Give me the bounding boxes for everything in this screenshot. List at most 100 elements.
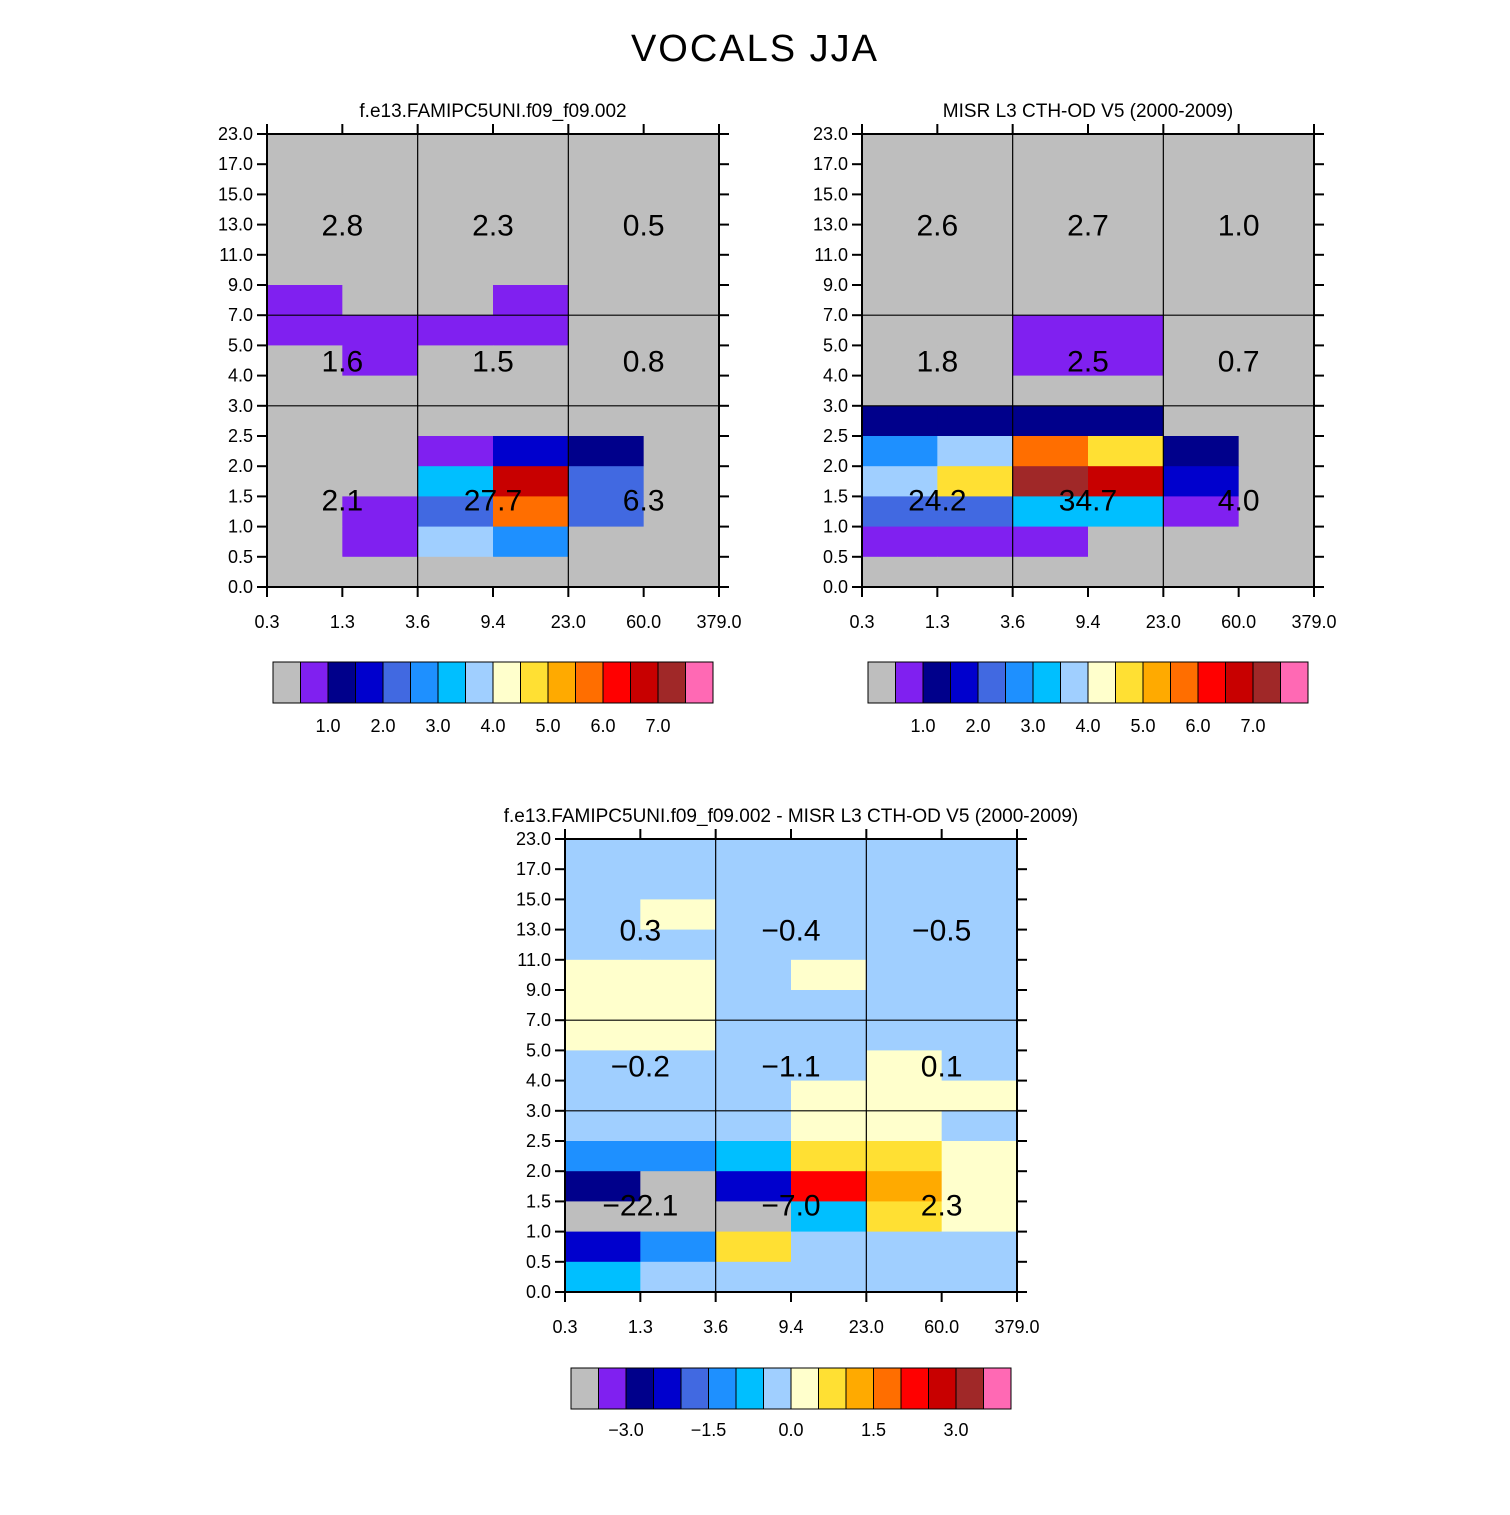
colorbar-swatch — [680, 1367, 709, 1410]
y-tick-label: 4.0 — [823, 366, 848, 386]
y-tick-label: 7.0 — [823, 305, 848, 325]
colorbar-label: −3.0 — [608, 1420, 644, 1440]
heatmap-cell — [640, 1261, 717, 1293]
heatmap-cell — [493, 254, 569, 286]
heatmap-cell — [791, 1020, 867, 1051]
heatmap-cell — [1088, 375, 1164, 407]
colorbar-swatch — [1197, 661, 1226, 704]
heatmap-cell — [937, 315, 1014, 346]
heatmap-cell — [866, 869, 943, 900]
heatmap-cell — [1238, 285, 1315, 316]
heatmap-cell — [1088, 285, 1164, 316]
heatmap-cell — [643, 315, 720, 346]
heatmap-cell — [1238, 526, 1315, 558]
heatmap-cell — [1088, 496, 1164, 528]
colorbar-swatch — [492, 661, 521, 704]
y-tick-label: 13.0 — [516, 920, 551, 940]
heatmap-cell — [1088, 466, 1164, 497]
y-tick-label: 0.0 — [823, 577, 848, 597]
heatmap-cell — [1238, 405, 1315, 437]
heatmap-cell — [640, 1201, 717, 1233]
heatmap-cell — [1088, 224, 1164, 256]
heatmap-panel-3: f.e13.FAMIPC5UNI.f09_f09.002 - MISR L3 C… — [504, 806, 1078, 1440]
heatmap-cell — [417, 254, 494, 286]
colorbar-swatch — [1252, 661, 1281, 704]
heatmap-cell — [937, 436, 1014, 467]
heatmap-cell — [565, 1020, 641, 1051]
heatmap-cell — [417, 405, 494, 437]
y-tick-label: 2.5 — [823, 426, 848, 446]
heatmap-cell — [342, 556, 419, 588]
heatmap-cell — [342, 496, 419, 528]
heatmap-cell — [862, 285, 938, 316]
figure-title: VOCALS JJA — [630, 28, 880, 70]
heatmap-cell — [941, 929, 1018, 961]
heatmap-cell — [866, 1171, 943, 1202]
heatmap-cell — [565, 839, 641, 870]
y-tick-label: 4.0 — [526, 1071, 551, 1091]
heatmap-cell — [941, 1080, 1018, 1112]
heatmap-cell — [493, 345, 569, 377]
heatmap-cell — [493, 526, 569, 558]
y-tick-label: 1.5 — [823, 486, 848, 506]
heatmap-cell — [417, 496, 494, 528]
heatmap-cell — [568, 315, 645, 346]
heatmap-cell — [937, 405, 1014, 437]
heatmap-cell — [862, 254, 938, 286]
heatmap-cell — [937, 134, 1014, 165]
heatmap-cell — [643, 254, 720, 286]
heatmap-cell — [791, 1201, 867, 1233]
colorbar-swatch — [708, 1367, 737, 1410]
colorbar-swatch — [845, 1367, 874, 1410]
heatmap-cell — [568, 375, 645, 407]
heatmap-cell — [643, 526, 720, 558]
y-tick-label: 13.0 — [813, 215, 848, 235]
heatmap-cell — [493, 405, 569, 437]
heatmap-cell — [640, 1080, 717, 1112]
heatmap-cell — [1088, 436, 1164, 467]
region-total-label: −0.2 — [611, 1051, 670, 1084]
panel-title: f.e13.FAMIPC5UNI.f09_f09.002 - MISR L3 C… — [504, 806, 1078, 827]
heatmap-cell — [866, 1231, 943, 1263]
heatmap-cell — [417, 466, 494, 497]
heatmap-cell — [937, 254, 1014, 286]
colorbar-swatch — [763, 1367, 792, 1410]
panel-title: MISR L3 CTH-OD V5 (2000-2009) — [943, 101, 1233, 122]
y-tick-label: 9.0 — [228, 275, 253, 295]
y-tick-label: 5.0 — [526, 1040, 551, 1060]
heatmap-cell — [267, 526, 343, 558]
heatmap-cell — [1012, 526, 1089, 558]
colorbar-swatch — [625, 1367, 654, 1410]
heatmap-cell — [791, 929, 867, 961]
y-tick-label: 4.0 — [228, 366, 253, 386]
colorbar-label: 5.0 — [1130, 716, 1155, 736]
colorbar-swatch — [790, 1367, 819, 1410]
heatmap-cell — [862, 466, 938, 497]
heatmap-cell — [267, 254, 343, 286]
colorbar-swatch — [1280, 661, 1309, 704]
x-tick-label: 23.0 — [849, 1317, 884, 1337]
y-tick-label: 15.0 — [218, 184, 253, 204]
heatmap-cell — [643, 194, 720, 226]
heatmap-cell — [1163, 164, 1240, 195]
heatmap-cell — [1238, 466, 1315, 497]
colorbar-swatch — [598, 1367, 627, 1410]
heatmap-cell — [715, 1171, 792, 1202]
heatmap-cell — [791, 1080, 867, 1112]
x-tick-label: 23.0 — [551, 612, 586, 632]
x-tick-label: 0.3 — [849, 612, 874, 632]
heatmap-cell — [715, 990, 792, 1021]
heatmap-cell — [1163, 345, 1240, 377]
heatmap-cell — [791, 1171, 867, 1202]
heatmap-cell — [417, 556, 494, 588]
heatmap-cell — [267, 224, 343, 256]
heatmap-cell — [568, 496, 645, 528]
region-total-label: 0.3 — [619, 915, 661, 948]
heatmap-cell — [643, 134, 720, 165]
heatmap-cell — [568, 345, 645, 377]
heatmap-cell — [417, 224, 494, 256]
heatmap-cell — [1238, 254, 1315, 286]
heatmap-cell — [417, 375, 494, 407]
